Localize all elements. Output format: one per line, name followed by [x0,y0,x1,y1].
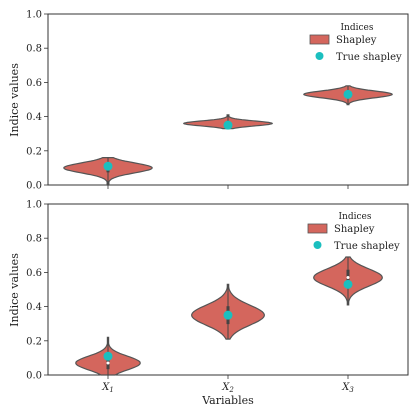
true-shapley-point-x1 [103,351,113,361]
y-tick-label: 1.0 [26,200,42,211]
y-tick-label: 0.6 [26,268,42,279]
top-legend-shapley-label: Shapley [336,35,377,46]
y-tick-label: 1.0 [26,10,42,21]
bottom-y-axis-label: Indice values [8,253,21,327]
x-tick-label-x2: X2 [221,382,234,394]
bottom-panel: 0.0 0.2 0.4 0.6 0.8 1.0 Indice values Indices… [8,200,409,407]
true-shapley-point-x2 [223,120,233,130]
bottom-legend-title: Indices [339,212,372,222]
y-tick-label: 0.8 [26,44,42,55]
y-tick-label: 0.8 [26,234,42,245]
x-tick-label-x3: X3 [341,382,354,394]
bottom-legend-shapley-swatch [307,223,328,234]
top-legend-title: Indices [341,23,374,33]
x-tick-label-x1: X1 [101,382,114,394]
y-tick-label: 0.2 [26,336,42,347]
top-y-axis-label: Indice values [8,63,21,137]
bottom-y-ticks: 0.0 0.2 0.4 0.6 0.8 1.0 [26,200,48,382]
bottom-legend-shapley-label: Shapley [334,224,375,235]
x-tick-labels: X1 X2 X3 [101,382,354,394]
true-shapley-point-x3 [343,279,353,289]
top-legend: Indices Shapley True shapley [309,23,402,63]
y-tick-label: 0.2 [26,146,42,157]
y-tick-label: 0.0 [26,371,42,382]
true-shapley-point-x2 [223,310,233,320]
true-shapley-point-x3 [343,89,353,99]
bottom-true-points [103,279,353,361]
violin-median-dot [346,276,350,280]
top-legend-true-label: True shapley [336,52,402,63]
bottom-legend-true-label: True shapley [334,241,400,252]
y-tick-label: 0.0 [26,181,42,192]
true-shapley-point-x1 [103,161,113,171]
y-tick-label: 0.4 [26,302,42,313]
top-panel: 0.0 0.2 0.4 0.6 0.8 1.0 Indice values Indices… [8,10,409,192]
bottom-legend: Indices Shapley True shapley [307,212,400,252]
top-true-points [103,89,353,171]
top-violins [63,85,393,186]
top-legend-shapley-swatch [309,34,330,45]
bottom-legend-true-marker [313,241,322,249]
y-tick-label: 0.4 [26,112,42,123]
top-y-ticks: 0.0 0.2 0.4 0.6 0.8 1.0 [26,10,48,192]
y-tick-label: 0.6 [26,78,42,89]
top-legend-true-marker [315,52,324,60]
violin-median-dot [106,361,110,365]
x-axis-label: Variables [201,394,254,407]
